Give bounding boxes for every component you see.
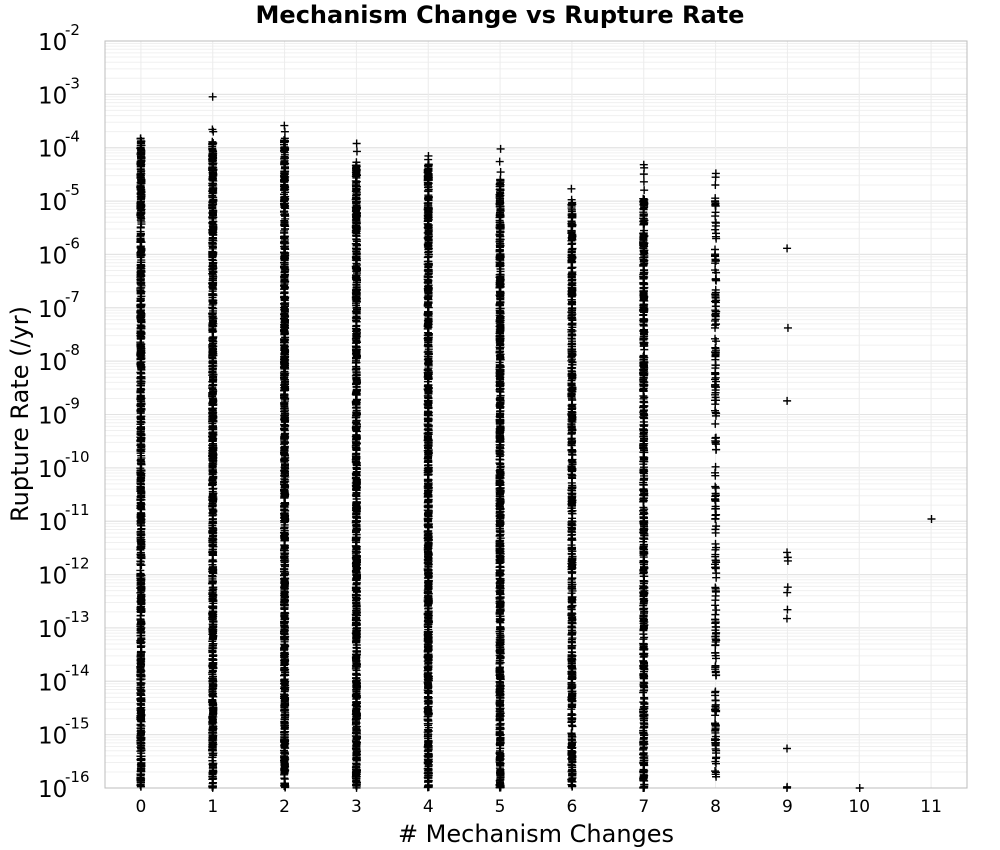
data-point — [137, 466, 146, 475]
data-point — [136, 198, 145, 207]
data-point — [136, 566, 145, 575]
data-point — [352, 364, 361, 373]
data-point — [136, 557, 145, 566]
data-point — [352, 254, 361, 263]
data-point — [137, 752, 146, 761]
data-point — [136, 440, 145, 449]
data-point — [137, 598, 146, 607]
data-point — [136, 771, 145, 780]
data-point — [137, 148, 146, 157]
data-point — [136, 709, 145, 718]
grid-lines — [105, 40, 967, 789]
data-point — [137, 587, 146, 596]
data-point — [424, 521, 433, 530]
data-point — [136, 168, 145, 177]
data-point — [136, 656, 145, 665]
data-point — [136, 350, 145, 359]
data-point — [136, 216, 145, 225]
data-point — [136, 229, 145, 238]
data-point — [137, 457, 146, 466]
data-point — [136, 237, 145, 246]
data-point — [136, 253, 145, 262]
data-point — [352, 147, 361, 156]
data-point — [136, 764, 145, 773]
data-points — [136, 92, 936, 792]
data-point — [137, 311, 146, 320]
data-point — [136, 603, 145, 612]
data-point — [137, 362, 146, 371]
data-point — [136, 734, 145, 743]
data-point — [424, 155, 433, 164]
data-point — [137, 617, 146, 626]
data-point — [137, 744, 146, 753]
data-point — [136, 583, 145, 592]
plot-area-frame — [104, 40, 968, 789]
data-point — [137, 344, 146, 353]
data-point — [136, 285, 145, 294]
data-point — [136, 331, 145, 340]
data-point — [137, 686, 146, 695]
data-point — [136, 386, 145, 395]
data-point — [136, 545, 145, 554]
data-point — [137, 179, 146, 188]
data-point — [137, 537, 146, 546]
data-point — [137, 209, 146, 218]
data-point — [136, 637, 145, 646]
data-point — [352, 139, 361, 148]
data-point — [137, 629, 146, 638]
data-point — [136, 475, 145, 484]
data-point — [136, 423, 145, 432]
data-point — [136, 300, 145, 309]
data-point — [136, 223, 145, 232]
data-point — [136, 503, 145, 512]
data-point — [280, 634, 289, 643]
data-point — [136, 527, 145, 536]
data-point — [137, 245, 146, 254]
data-point — [137, 671, 146, 680]
data-point — [136, 134, 145, 143]
data-point — [136, 324, 145, 333]
data-point — [424, 618, 433, 627]
data-point — [137, 697, 146, 706]
data-point — [136, 268, 145, 277]
data-point — [136, 663, 145, 672]
data-point — [137, 191, 146, 200]
data-point — [137, 493, 146, 502]
data-point — [137, 400, 146, 409]
